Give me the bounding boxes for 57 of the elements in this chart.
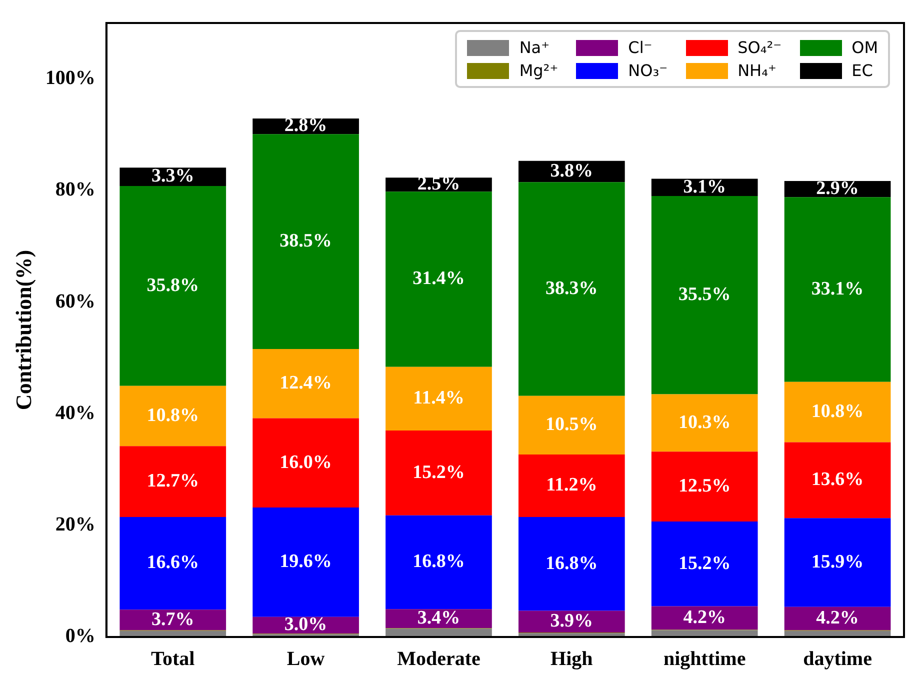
- x-tick-label: Total: [151, 648, 196, 670]
- y-tick-label: 100%: [45, 66, 96, 89]
- x-tick-label: High: [550, 648, 593, 670]
- x-tick-label: nighttime: [663, 648, 746, 670]
- data-label: 10.3%: [678, 412, 731, 433]
- data-label: 31.4%: [412, 268, 465, 290]
- x-tick-label: Low: [286, 648, 326, 670]
- data-label: 10.5%: [546, 414, 598, 436]
- data-label: 11.2%: [546, 474, 598, 496]
- data-label: 2.9%: [816, 178, 859, 199]
- y-tick-label: 20%: [55, 514, 96, 536]
- data-label: 3.3%: [151, 166, 194, 187]
- data-label: 13.6%: [811, 469, 864, 490]
- data-label: 3.7%: [151, 608, 194, 630]
- data-label: 12.5%: [678, 475, 731, 496]
- data-label: 35.8%: [146, 274, 199, 296]
- legend-label: NH₄⁺: [738, 61, 776, 80]
- legend-label: SO₄²⁻: [738, 38, 782, 57]
- legend-label: Mg²⁺: [519, 61, 558, 80]
- data-label: 2.8%: [284, 115, 328, 136]
- legend-label: EC: [852, 61, 873, 80]
- y-tick-label: 40%: [55, 402, 96, 424]
- data-label: 10.8%: [146, 404, 199, 426]
- data-label: 38.5%: [280, 230, 332, 252]
- data-label: 16.8%: [546, 552, 598, 574]
- data-label: 15.2%: [678, 552, 731, 574]
- legend-label: OM: [852, 38, 878, 57]
- legend-label: Na⁺: [519, 38, 550, 57]
- y-tick-label: 80%: [55, 178, 96, 201]
- data-label: 3.9%: [550, 610, 594, 632]
- y-tick-label: 0%: [65, 625, 96, 648]
- data-label: 2.5%: [417, 174, 460, 194]
- data-label: 15.2%: [412, 462, 465, 483]
- y-tick-label: 60%: [55, 290, 96, 312]
- data-label: 4.2%: [816, 607, 859, 628]
- data-label: 15.9%: [811, 551, 864, 572]
- data-label: 3.1%: [683, 176, 726, 198]
- data-label: 12.4%: [280, 372, 332, 394]
- data-label: 16.0%: [280, 452, 332, 473]
- data-label: 10.8%: [811, 400, 864, 422]
- data-label: 33.1%: [811, 278, 864, 300]
- data-label: 12.7%: [146, 470, 199, 492]
- legend-label: Cl⁻: [628, 38, 652, 57]
- data-label: 19.6%: [280, 551, 332, 572]
- data-label: 3.0%: [284, 614, 328, 636]
- x-tick-label: Moderate: [397, 648, 480, 670]
- data-label: 16.6%: [146, 552, 199, 574]
- data-label: 35.5%: [678, 284, 731, 306]
- legend-label: NO₃⁻: [628, 61, 668, 80]
- data-label: 38.3%: [546, 278, 598, 299]
- data-label: 3.4%: [417, 607, 460, 628]
- data-label: 16.8%: [412, 551, 465, 572]
- x-tick-label: daytime: [803, 648, 872, 670]
- y-axis-title: Contribution(%): [10, 250, 36, 410]
- data-label: 11.4%: [413, 388, 464, 409]
- data-label: 3.8%: [550, 160, 594, 182]
- data-label: 4.2%: [683, 606, 726, 628]
